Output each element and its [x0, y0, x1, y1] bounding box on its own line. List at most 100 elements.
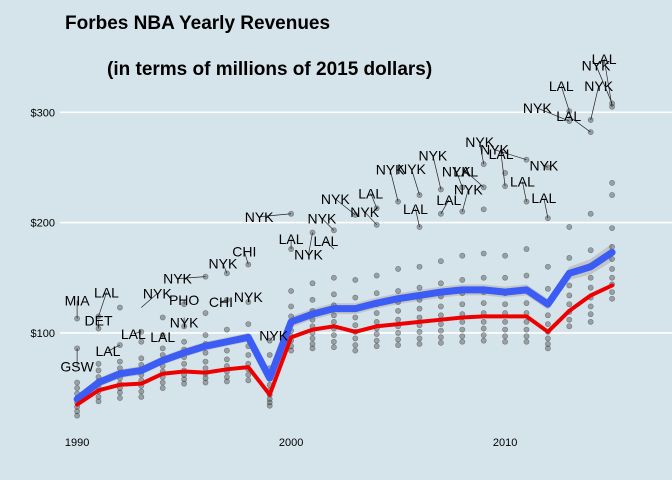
- label-leader: [107, 344, 121, 352]
- label-leader: [590, 85, 600, 121]
- team-label: DET: [85, 313, 113, 329]
- data-point: [395, 307, 401, 314]
- data-point: [566, 282, 573, 289]
- data-point: [437, 258, 444, 265]
- data-point: [159, 385, 166, 391]
- data-point: [224, 378, 230, 385]
- data-point: [480, 250, 487, 257]
- data-point: [224, 347, 230, 354]
- data-point: [566, 292, 573, 299]
- data-point: [202, 310, 209, 316]
- data-point: [95, 398, 102, 405]
- data-point: [331, 344, 337, 351]
- team-label: NYK: [209, 255, 238, 271]
- team-label: NYK: [480, 142, 509, 158]
- label-leader: [479, 142, 485, 165]
- y-tick-label: $300: [31, 107, 55, 119]
- data-point: [502, 274, 508, 281]
- label-leader: [465, 171, 484, 188]
- data-point: [373, 272, 380, 279]
- data-point: [459, 252, 466, 259]
- label-leader: [141, 293, 158, 308]
- data-point: [459, 338, 466, 345]
- team-label: NYK: [418, 147, 447, 163]
- median-line: [75, 283, 615, 407]
- label-leader: [522, 181, 527, 202]
- data-point: [416, 335, 423, 342]
- data-point: [609, 274, 615, 281]
- data-point: [544, 341, 551, 347]
- team-label: NYK: [163, 271, 192, 287]
- data-point: [245, 371, 252, 378]
- data-point: [566, 316, 573, 323]
- data-point: [331, 332, 337, 339]
- data-point: [159, 345, 166, 352]
- data-point: [181, 360, 188, 367]
- data-point: [117, 395, 123, 401]
- data-point: [224, 356, 230, 363]
- label-leader: [494, 149, 527, 161]
- chart-title: Forbes NBA Yearly Revenues: [65, 13, 330, 34]
- label-leader: [595, 65, 613, 104]
- team-label: LAL: [592, 51, 617, 67]
- data-point: [352, 314, 359, 321]
- data-point: [459, 301, 466, 308]
- data-point: [437, 327, 444, 334]
- data-point: [331, 338, 337, 345]
- label-leader: [269, 335, 274, 341]
- data-point: [609, 295, 615, 302]
- team-label: LAL: [403, 201, 428, 217]
- data-point: [459, 326, 466, 333]
- data-point: [266, 402, 273, 409]
- x-tick-label: 1990: [65, 437, 89, 449]
- label-leader: [364, 211, 377, 226]
- team-label: NYK: [234, 289, 263, 305]
- data-point: [566, 301, 573, 308]
- data-point: [587, 284, 594, 291]
- data-point: [587, 210, 594, 217]
- data-point: [395, 330, 401, 336]
- label-leader: [220, 299, 228, 303]
- data-point: [352, 277, 359, 283]
- data-point: [373, 310, 380, 316]
- team-label: LAL: [556, 108, 581, 124]
- team-label: NYK: [523, 100, 552, 116]
- team-label: NYK: [294, 247, 323, 263]
- team-label: LAL: [121, 326, 146, 342]
- team-label: NYK: [350, 204, 379, 220]
- data-point: [181, 338, 188, 345]
- label-leader: [415, 208, 420, 228]
- label-leader: [411, 168, 420, 196]
- data-point: [502, 333, 508, 340]
- team-label: NYK: [442, 163, 471, 179]
- data-point: [480, 318, 487, 325]
- data-point: [138, 355, 145, 362]
- label-leader: [543, 165, 549, 168]
- data-point: [331, 312, 337, 319]
- y-tick-label: $100: [31, 328, 55, 340]
- team-label: LAL: [531, 190, 556, 206]
- data-point: [95, 394, 102, 400]
- data-point: [245, 352, 252, 358]
- data-point: [480, 300, 487, 307]
- data-point: [395, 288, 401, 294]
- data-point: [609, 225, 615, 232]
- data-point: [480, 206, 487, 213]
- data-point: [502, 338, 508, 345]
- data-point: [523, 318, 530, 325]
- team-label: NYK: [397, 161, 426, 177]
- data-point: [224, 326, 230, 333]
- data-point: [437, 312, 444, 319]
- data-point: [95, 360, 102, 367]
- data-point: [309, 345, 316, 352]
- data-point: [437, 339, 444, 346]
- data-point: [309, 335, 316, 342]
- team-label: LAL: [453, 163, 478, 179]
- data-point: [74, 408, 81, 415]
- data-point: [523, 338, 530, 345]
- data-point: [609, 289, 615, 295]
- team-label: NYK: [308, 210, 337, 226]
- team-label: NYK: [465, 134, 494, 150]
- data-point: [544, 345, 551, 352]
